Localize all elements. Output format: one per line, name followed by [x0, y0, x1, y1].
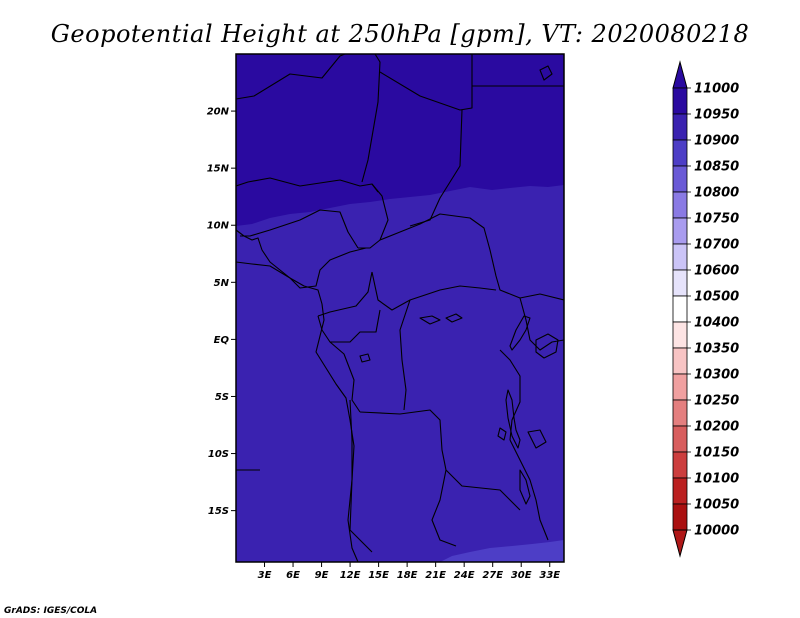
colorbar-swatch — [672, 165, 688, 193]
colorbar-swatch — [672, 139, 688, 167]
lat-tick-label: 5S — [215, 392, 229, 403]
lat-tick-label: 10S — [208, 449, 229, 460]
colorbar-top-arrow — [672, 60, 688, 89]
colorbar-level-label: 10050 — [694, 498, 739, 513]
colorbar-level-label: 10800 — [694, 186, 739, 201]
colorbar-swatch — [672, 503, 688, 531]
lat-tick-label: 15S — [208, 506, 229, 517]
colorbar-level-label: 10300 — [694, 368, 739, 383]
colorbar-swatch — [672, 269, 688, 297]
map-frame — [235, 53, 565, 563]
lat-tick-label: 20N — [207, 107, 230, 118]
colorbar-swatch — [672, 87, 688, 115]
colorbar-level-label: 10250 — [694, 394, 739, 409]
lon-tick-label: 18E — [397, 570, 418, 581]
colorbar-level-label: 10500 — [694, 290, 739, 305]
lon-tick-label: 6E — [286, 570, 300, 581]
colorbar-level-label: 11000 — [694, 82, 739, 97]
colorbar-swatch — [672, 451, 688, 479]
lon-tick-label: 9E — [315, 570, 329, 581]
colorbar-swatch — [672, 191, 688, 219]
lon-tick-label: 15E — [368, 570, 389, 581]
lon-tick-label: 33E — [539, 570, 560, 581]
colorbar-level-label: 10000 — [694, 524, 739, 539]
colorbar-swatch — [672, 347, 688, 375]
colorbar-level-label: 10700 — [694, 238, 739, 253]
colorbar-swatch — [672, 295, 688, 323]
colorbar-level-label: 10950 — [694, 108, 739, 123]
lat-tick-label: 5N — [214, 278, 230, 289]
field-band-10850-10900 — [440, 540, 564, 562]
colorbar-swatch — [672, 399, 688, 427]
chart-title: Geopotential Height at 250hPa [gpm], VT:… — [51, 20, 750, 48]
colorbar-level-label: 10350 — [694, 342, 739, 357]
longitude-axis: 3E 6E 9E 12E 15E 18E 21E 24E 27E 30E 33E — [258, 562, 560, 581]
country-borders — [236, 54, 564, 562]
lon-tick-label: 27E — [482, 570, 503, 581]
lon-tick-label: 21E — [425, 570, 446, 581]
colorbar-level-label: 10100 — [694, 472, 739, 487]
colorbar-swatch — [672, 321, 688, 349]
latitude-axis: 20N 15N 10N 5N EQ 5S 10S 15S — [207, 107, 236, 517]
grads-credit: GrADS: IGES/COLA — [4, 606, 97, 616]
lat-tick-label: 15N — [207, 164, 230, 175]
colorbar-level-label: 10900 — [694, 134, 739, 149]
map-field — [236, 54, 564, 562]
lon-tick-label: 3E — [258, 570, 272, 581]
colorbar-labels: 11000 10950 10900 10850 10800 10750 10700 10600… — [687, 82, 739, 539]
colorbar-level-label: 10200 — [694, 420, 739, 435]
colorbar-level-label: 10600 — [694, 264, 739, 279]
colorbar: 11000 10950 10900 10850 10800 10750 10700 10600… — [672, 60, 739, 558]
lon-tick-label: 30E — [511, 570, 532, 581]
colorbar-swatch — [672, 217, 688, 245]
lat-tick-label: 10N — [207, 221, 230, 232]
lon-tick-label: 12E — [340, 570, 361, 581]
colorbar-boxes — [672, 87, 688, 531]
colorbar-swatch — [672, 243, 688, 271]
colorbar-bottom-arrow — [672, 529, 688, 558]
lon-tick-label: 24E — [454, 570, 475, 581]
colorbar-level-label: 10400 — [694, 316, 739, 331]
colorbar-swatch — [672, 425, 688, 453]
lat-tick-label: EQ — [214, 335, 230, 346]
colorbar-level-label: 10850 — [694, 160, 739, 175]
colorbar-level-label: 10150 — [694, 446, 739, 461]
colorbar-swatch — [672, 113, 688, 141]
colorbar-swatch — [672, 373, 688, 401]
map: 20N 15N 10N 5N EQ 5S 10S 15S 3E 6E 9E 12E 15E 18E 21E… — [207, 53, 565, 581]
colorbar-swatch — [672, 477, 688, 505]
colorbar-level-label: 10750 — [694, 212, 739, 227]
